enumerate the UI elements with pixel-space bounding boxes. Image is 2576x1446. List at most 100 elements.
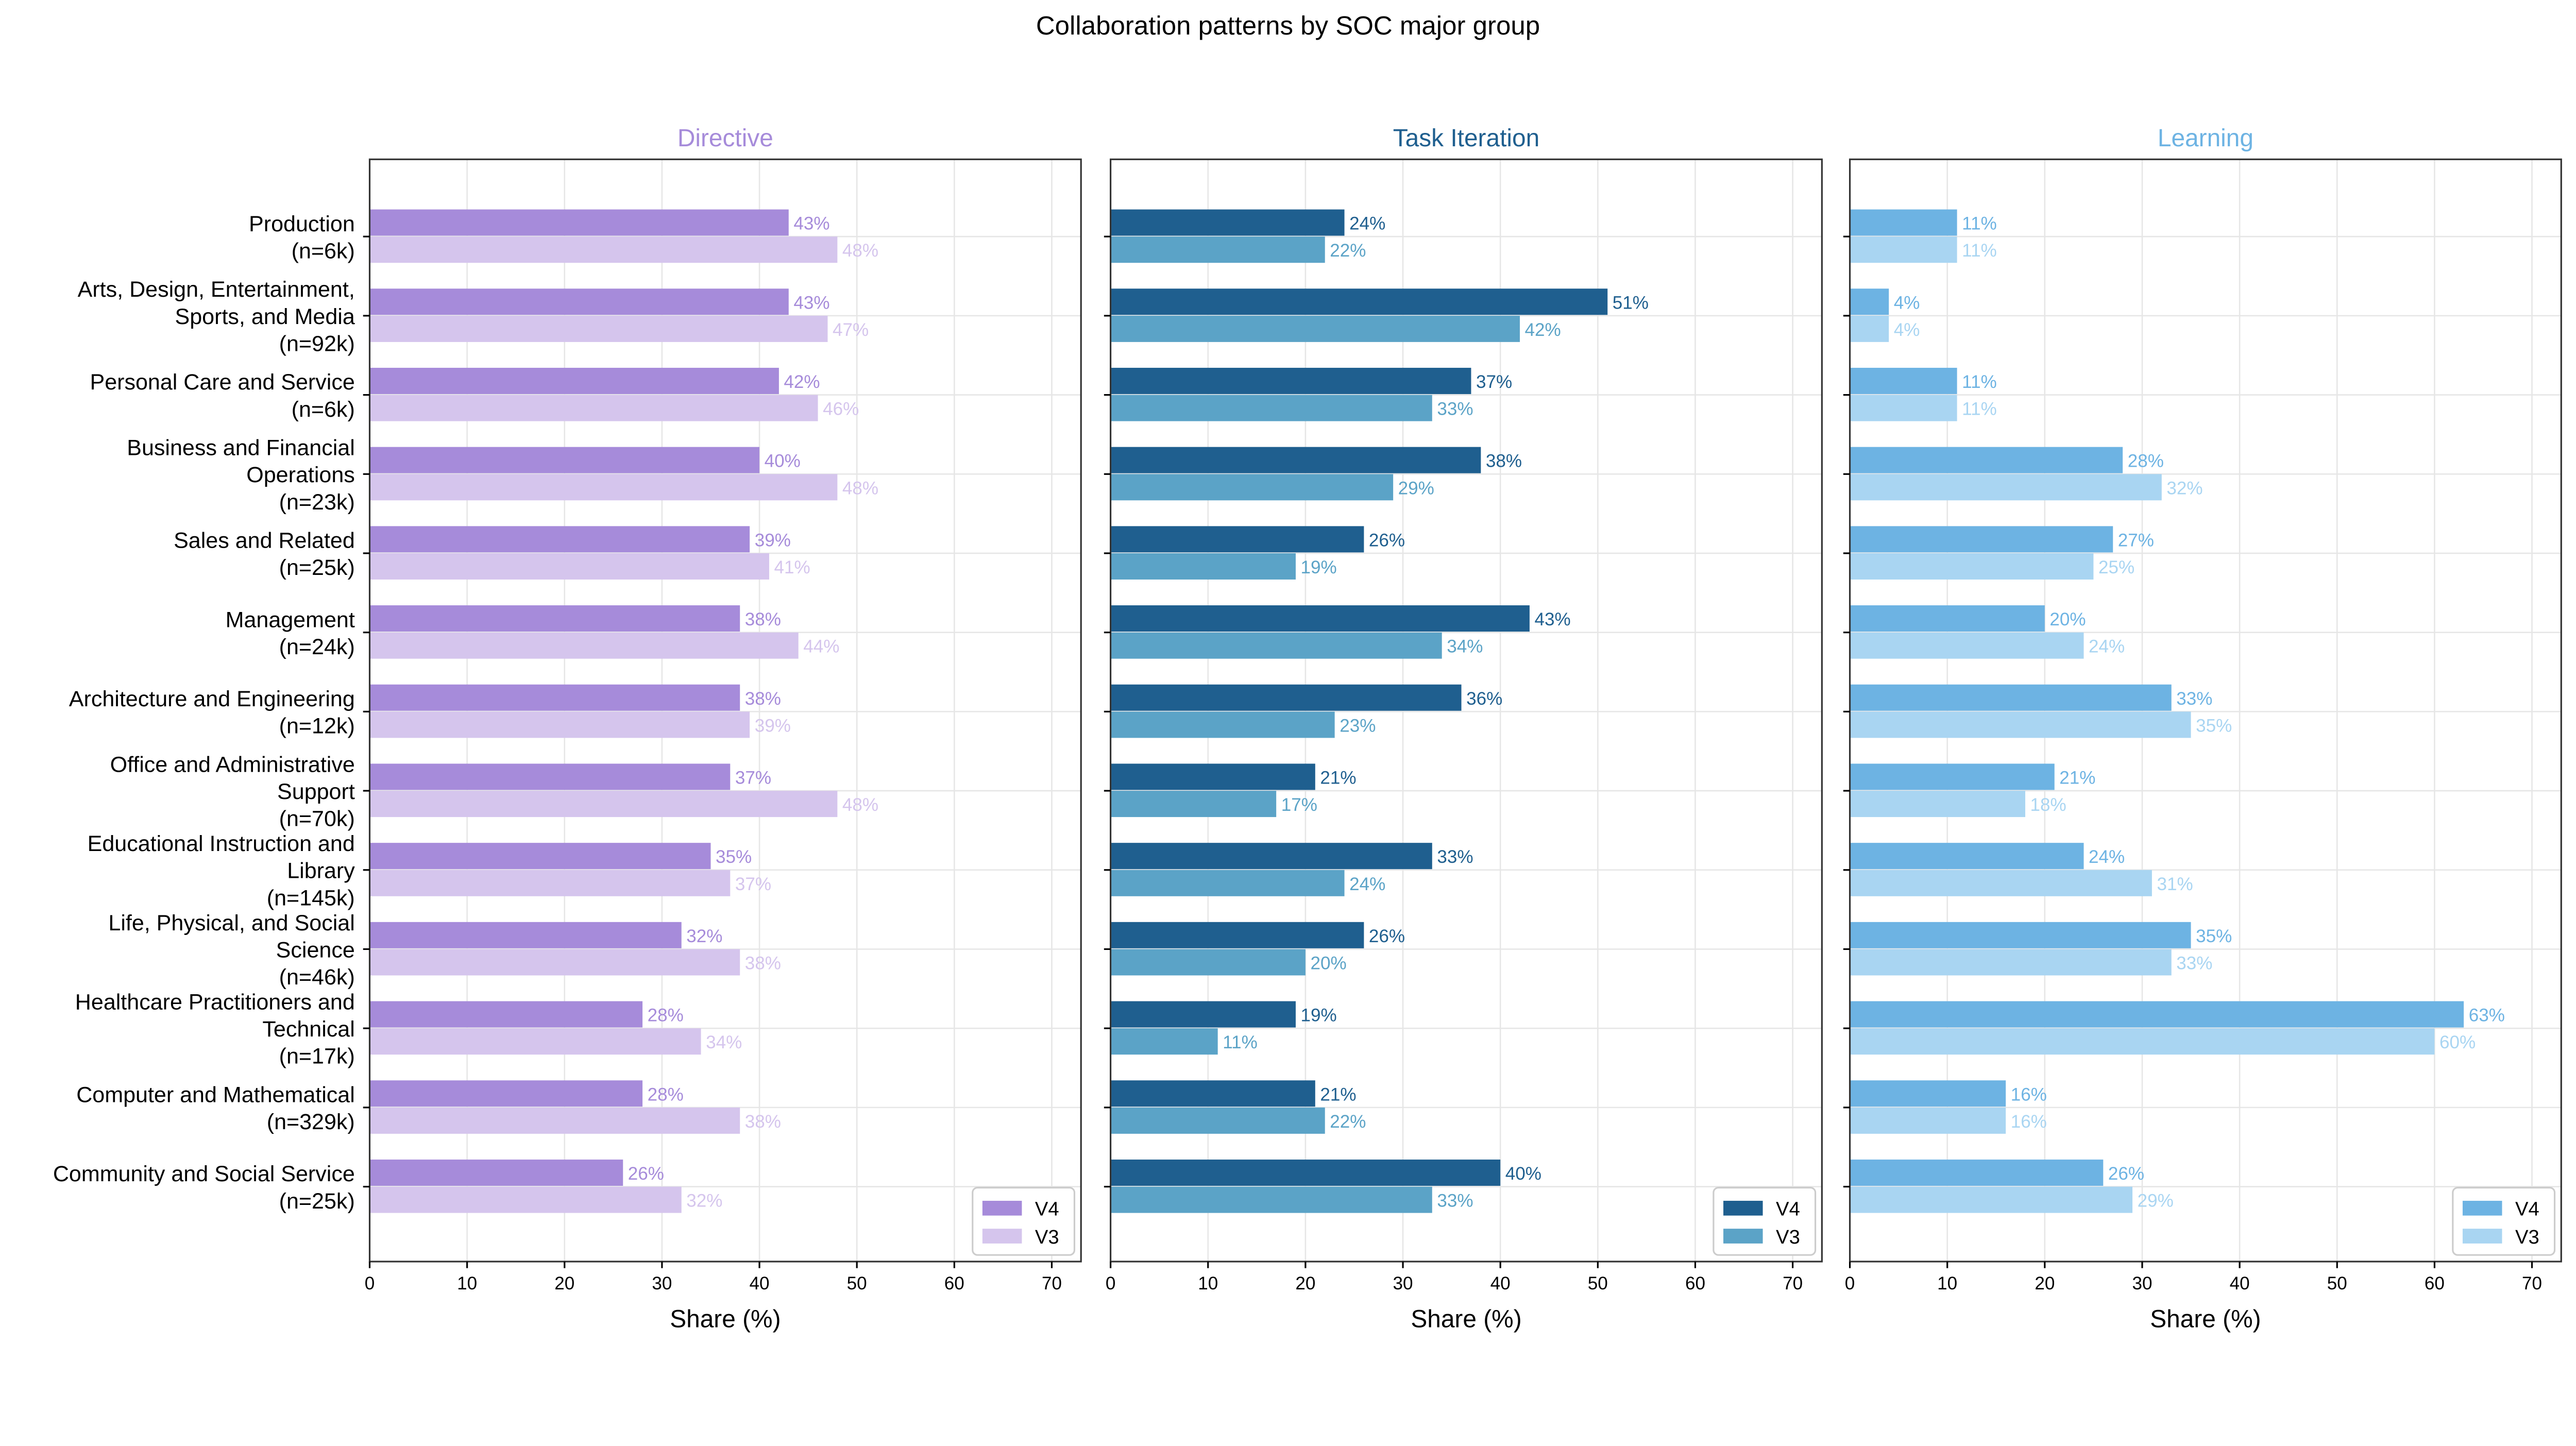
data-label: 47%: [833, 320, 869, 340]
data-label: 26%: [1369, 530, 1405, 550]
bar-v3: [1850, 395, 1957, 421]
bar-v4: [1850, 288, 1889, 315]
bar-v4: [369, 843, 711, 870]
data-label: 11%: [1962, 241, 1997, 261]
x-tick-label: 70: [1783, 1273, 1803, 1294]
legend-swatch-v4: [982, 1200, 1022, 1216]
category-label: Computer and Mathematical (n=329k): [76, 1082, 355, 1134]
bar-v3: [369, 1186, 682, 1213]
data-label: 33%: [2176, 954, 2212, 974]
x-axis-label: Share (%): [2150, 1306, 2261, 1333]
data-label: 21%: [1320, 1084, 1356, 1104]
category-label: Production (n=6k): [249, 212, 355, 264]
bar-v4: [1110, 763, 1315, 790]
category-label-line: Operations: [246, 463, 354, 487]
data-label: 32%: [2166, 478, 2202, 498]
data-label: 26%: [2108, 1164, 2144, 1184]
bar-v3: [369, 949, 740, 976]
x-tick-label: 60: [1685, 1273, 1705, 1294]
bar-v3: [1110, 711, 1335, 738]
bar-v3: [1850, 632, 2084, 659]
data-label: 39%: [755, 530, 791, 550]
category-label-line: Library: [287, 859, 355, 883]
category-label-line: Life, Physical, and Social: [108, 911, 354, 935]
bar-v4: [1850, 367, 1957, 394]
data-label: 19%: [1301, 1006, 1337, 1026]
data-label: 11%: [1223, 1032, 1258, 1052]
category-label-line: (n=145k): [267, 886, 355, 910]
legend-swatch-v3: [2462, 1229, 2502, 1244]
bar-v4: [1850, 447, 2123, 473]
data-label: 37%: [735, 874, 771, 894]
bar-v3: [369, 553, 769, 580]
data-label: 38%: [745, 689, 781, 709]
legend-swatch-v3: [1723, 1229, 1763, 1244]
data-label: 51%: [1613, 293, 1649, 313]
panel-learning: 11%11%4%4%11%11%28%32%27%25%20%24%33%35%…: [1843, 125, 2562, 1333]
category-label-line: (n=6k): [292, 239, 355, 263]
x-tick-label: 10: [1198, 1273, 1218, 1294]
data-label: 24%: [1349, 214, 1385, 234]
bar-v4: [1850, 1001, 2464, 1028]
bar-v4: [1850, 1080, 2006, 1107]
data-label: 46%: [823, 399, 859, 419]
bar-v3: [1850, 949, 2172, 976]
data-label: 48%: [842, 241, 878, 261]
data-label: 33%: [2176, 689, 2212, 709]
bar-v4: [369, 922, 682, 948]
data-label: 24%: [2089, 637, 2125, 657]
data-label: 32%: [686, 926, 722, 946]
data-label: 26%: [1369, 926, 1405, 946]
category-label-line: (n=24k): [279, 635, 355, 659]
x-tick-label: 40: [750, 1273, 770, 1294]
data-label: 17%: [1281, 795, 1317, 815]
data-label: 35%: [2196, 926, 2232, 946]
bar-v3: [1110, 474, 1394, 501]
bar-v4: [369, 288, 789, 315]
bar-v4: [369, 367, 779, 394]
bar-v4: [369, 763, 731, 790]
legend-label: V3: [1035, 1226, 1059, 1248]
panel-title: Task Iteration: [1393, 125, 1539, 152]
bar-v4: [1110, 605, 1530, 632]
bar-v4: [1110, 209, 1345, 236]
category-label-line: Arts, Design, Entertainment,: [78, 277, 355, 302]
category-label: Office and Administrative Support (n=70k): [110, 752, 355, 831]
bar-v3: [1850, 1028, 2435, 1055]
category-label: Personal Care and Service (n=6k): [90, 370, 355, 422]
legend-label: V4: [1035, 1198, 1059, 1220]
bar-v3: [1850, 236, 1957, 263]
bar-v3: [1110, 1028, 1218, 1055]
bar-v4: [369, 605, 740, 632]
bar-v4: [1850, 843, 2084, 870]
bar-v4: [369, 209, 789, 236]
bar-v4: [1110, 922, 1364, 948]
bar-v3: [369, 711, 750, 738]
bar-v4: [1850, 209, 1957, 236]
data-label: 26%: [628, 1164, 664, 1184]
data-label: 24%: [1349, 874, 1385, 894]
data-label: 37%: [1476, 372, 1512, 392]
data-label: 18%: [2030, 795, 2066, 815]
data-label: 36%: [1466, 689, 1502, 709]
bar-v3: [369, 1028, 701, 1055]
x-axis-label: Share (%): [670, 1306, 781, 1333]
chart: Collaboration patterns by SOC major grou…: [53, 11, 2562, 1333]
bar-v4: [1850, 763, 2055, 790]
x-tick-label: 60: [2425, 1273, 2445, 1294]
data-label: 35%: [2196, 716, 2232, 736]
category-label-line: Sports, and Media: [175, 304, 355, 329]
x-tick-label: 0: [1845, 1273, 1855, 1294]
x-tick-label: 20: [554, 1273, 574, 1294]
bar-v3: [369, 1107, 740, 1134]
x-tick-label: 60: [944, 1273, 964, 1294]
bar-v3: [1850, 315, 1889, 342]
bar-v3: [1110, 949, 1306, 976]
bar-v4: [369, 447, 760, 473]
category-label-line: Support: [277, 779, 355, 804]
legend-label: V4: [1776, 1198, 1800, 1220]
category-label-line: (n=23k): [279, 490, 355, 515]
category-label-line: (n=17k): [279, 1044, 355, 1069]
